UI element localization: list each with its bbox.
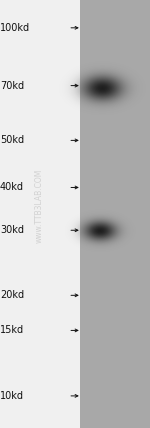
Text: 15kd: 15kd	[0, 325, 24, 336]
Text: 70kd: 70kd	[0, 80, 24, 91]
Bar	[80, 0, 150, 428]
Text: 30kd: 30kd	[0, 225, 24, 235]
Text: 20kd: 20kd	[0, 290, 24, 300]
Text: 100kd: 100kd	[0, 23, 30, 33]
Text: 40kd: 40kd	[0, 182, 24, 193]
Text: 10kd: 10kd	[0, 391, 24, 401]
Text: www.TTB3LAB.COM: www.TTB3LAB.COM	[34, 168, 43, 243]
Text: 50kd: 50kd	[0, 135, 24, 146]
